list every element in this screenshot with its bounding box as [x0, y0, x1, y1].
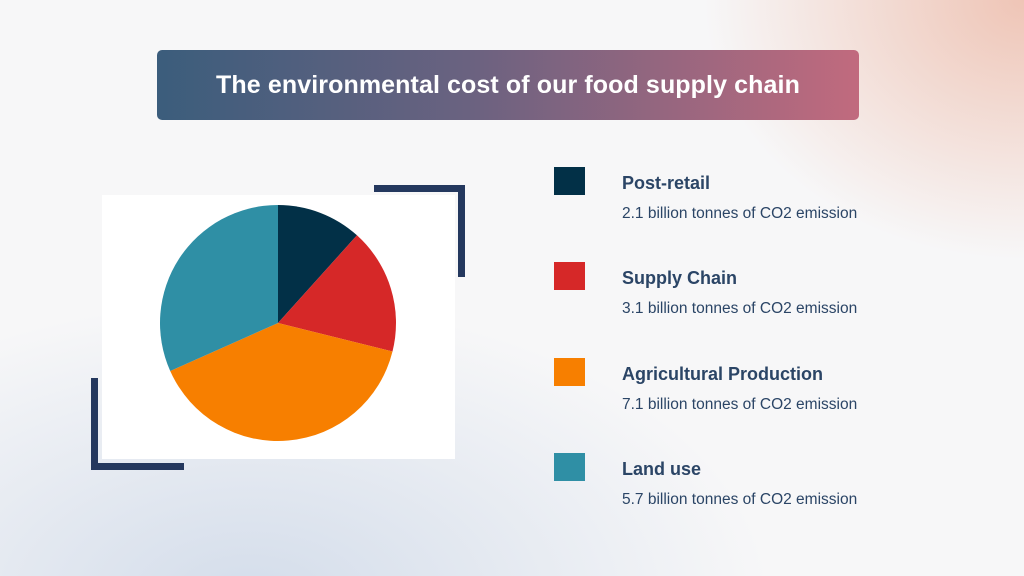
legend-value: 7.1 billion tonnes of CO2 emission — [622, 396, 858, 413]
legend-value: 2.1 billion tonnes of CO2 emission — [622, 205, 858, 222]
title-banner: The environmental cost of our food suppl… — [157, 50, 859, 120]
legend-item-supply-chain: Supply Chain 3.1 billion tonnes of CO2 e… — [554, 262, 974, 332]
pie-chart-card — [102, 195, 455, 459]
legend-value: 3.1 billion tonnes of CO2 emission — [622, 300, 858, 317]
legend-item-post-retail: Post-retail 2.1 billion tonnes of CO2 em… — [554, 167, 974, 237]
pie-slice-land-use — [160, 205, 278, 371]
legend-label: Land use — [622, 459, 702, 479]
decorative-bracket-bottom-left — [91, 378, 184, 470]
pie-slice-supply-chain — [278, 235, 396, 352]
legend-value: 5.7 billion tonnes of CO2 emission — [622, 491, 858, 508]
decorative-bracket-top-right — [374, 185, 465, 277]
pie-slice-post-retail — [278, 205, 357, 323]
legend-label: Agricultural Production — [622, 364, 824, 384]
legend-swatch — [554, 262, 585, 290]
legend-item-land-use: Land use 5.7 billion tonnes of CO2 emiss… — [554, 453, 974, 523]
legend-label: Post-retail — [622, 173, 711, 193]
legend-swatch — [554, 453, 585, 481]
pie-slice-agricultural-production — [170, 323, 393, 442]
legend-swatch — [554, 167, 585, 195]
legend-label: Supply Chain — [622, 268, 738, 288]
page-title: The environmental cost of our food suppl… — [216, 70, 800, 99]
legend-swatch — [554, 358, 585, 386]
pie-chart — [160, 205, 396, 442]
legend-item-agricultural-production: Agricultural Production 7.1 billion tonn… — [554, 358, 974, 428]
